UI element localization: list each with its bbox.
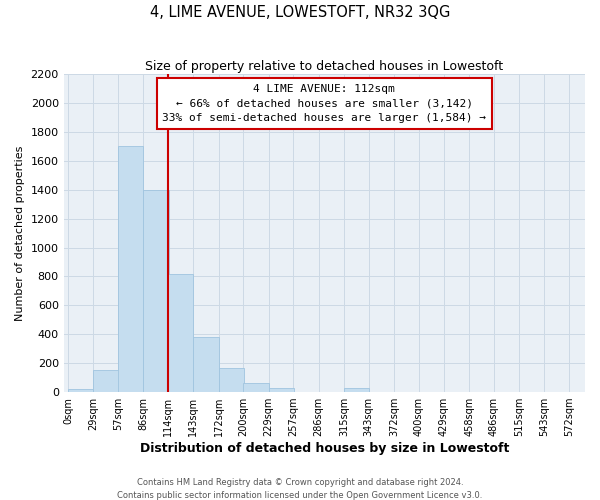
- Bar: [94, 370, 119, 392]
- Bar: [118, 146, 143, 392]
- Bar: [68, 389, 94, 392]
- Bar: [168, 274, 193, 392]
- Text: Contains HM Land Registry data © Crown copyright and database right 2024.
Contai: Contains HM Land Registry data © Crown c…: [118, 478, 482, 500]
- Bar: [143, 190, 169, 392]
- Bar: [269, 388, 294, 392]
- Text: 4, LIME AVENUE, LOWESTOFT, NR32 3QG: 4, LIME AVENUE, LOWESTOFT, NR32 3QG: [150, 5, 450, 20]
- Title: Size of property relative to detached houses in Lowestoft: Size of property relative to detached ho…: [145, 60, 503, 73]
- Bar: [193, 337, 219, 392]
- Text: 4 LIME AVENUE: 112sqm
← 66% of detached houses are smaller (3,142)
33% of semi-d: 4 LIME AVENUE: 112sqm ← 66% of detached …: [163, 84, 487, 124]
- Bar: [243, 382, 269, 392]
- X-axis label: Distribution of detached houses by size in Lowestoft: Distribution of detached houses by size …: [140, 442, 509, 455]
- Y-axis label: Number of detached properties: Number of detached properties: [15, 146, 25, 321]
- Bar: [219, 368, 244, 392]
- Bar: [344, 388, 370, 392]
